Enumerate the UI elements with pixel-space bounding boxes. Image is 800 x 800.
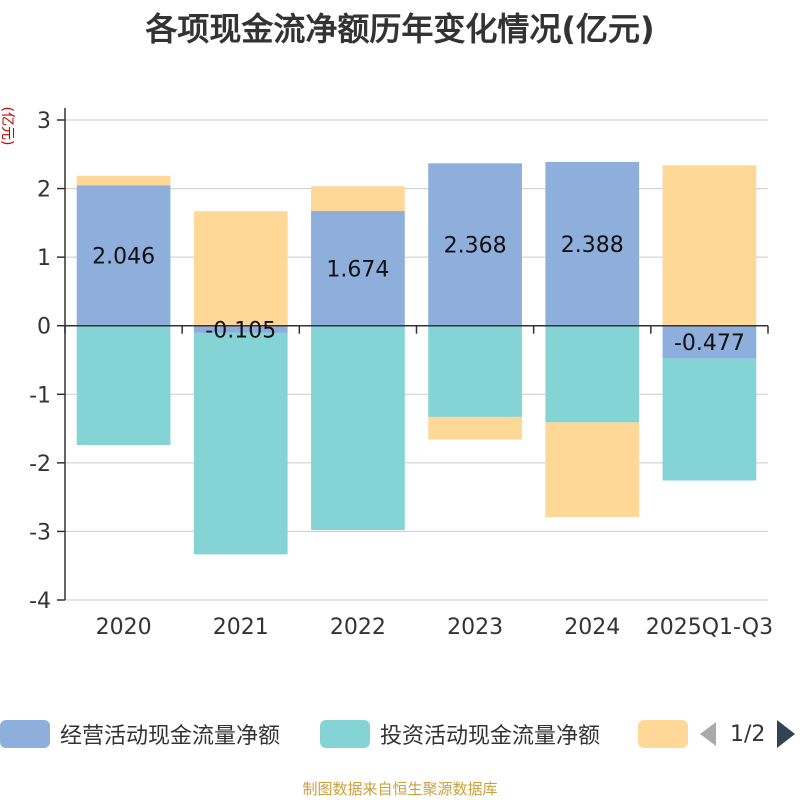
y-tick-label: 3	[37, 109, 51, 134]
bar-operating	[662, 325, 757, 359]
x-tick-label: 2024	[564, 615, 620, 640]
data-source-footer: 制图数据来自恒生聚源数据库	[302, 780, 498, 798]
bar-financing	[193, 211, 288, 326]
bar-operating	[545, 161, 640, 326]
y-tick-label: 1	[37, 246, 51, 271]
y-tick-label: -4	[29, 589, 51, 614]
data-label: 2.388	[561, 233, 624, 258]
data-label: -0.477	[674, 331, 745, 356]
y-tick-label: -3	[29, 520, 51, 545]
bar-operating	[311, 210, 405, 326]
bar-financing	[76, 175, 171, 186]
bar-financing	[428, 416, 522, 440]
y-tick-label: -1	[29, 383, 51, 408]
bar-chart: 3 2 1 0 -1 -2 -3 -4 2020 2021 2022 2023 2024 2025Q1-Q…	[29, 108, 773, 640]
x-tick-label: 2020	[96, 615, 152, 640]
bar-financing	[311, 186, 405, 211]
bar-investing	[662, 358, 757, 481]
legend-label-investing: 投资活动现金流量净额	[380, 724, 601, 749]
legend-item-investing[interactable]: 投资活动现金流量净额	[320, 714, 600, 754]
legend: 经营活动现金流量净额 投资活动现金流量净额	[0, 714, 800, 754]
bar-operating	[76, 185, 171, 326]
bar-operating	[193, 325, 288, 333]
x-tick-label: 2025Q1-Q3	[646, 615, 773, 640]
pager-prev-icon[interactable]	[700, 722, 716, 746]
bar-investing	[311, 325, 405, 531]
legend-label-operating: 经营活动现金流量净额	[60, 724, 281, 749]
bar-investing	[193, 332, 288, 555]
bar-operating	[428, 163, 522, 326]
bar-investing	[76, 325, 171, 446]
data-label: 2.368	[444, 234, 507, 259]
y-tick-label: 2	[37, 178, 51, 203]
bar-financing	[545, 422, 640, 518]
y-tick-label: 0	[37, 315, 51, 340]
legend-pager: 1/2	[700, 714, 796, 754]
x-tick-label: 2022	[330, 615, 386, 640]
bar-investing	[428, 325, 522, 417]
data-label: 2.046	[92, 245, 155, 270]
data-label: -0.105	[205, 318, 276, 343]
data-label: 1.674	[326, 257, 389, 282]
bar-investing	[545, 325, 640, 423]
legend-swatch-financing	[638, 720, 688, 748]
pager-page-number: 1/2	[730, 721, 766, 747]
pager-next-icon[interactable]	[777, 720, 796, 748]
legend-swatch-investing	[320, 720, 370, 748]
x-tick-label: 2021	[213, 615, 269, 640]
chart-title: 各项现金流净额历年变化情况(亿元)	[145, 10, 655, 48]
x-tick-label: 2023	[447, 615, 503, 640]
legend-item-financing[interactable]	[638, 714, 688, 754]
bar-financing	[662, 165, 757, 326]
y-tick-label: -2	[29, 452, 51, 477]
legend-swatch-operating	[0, 720, 50, 748]
legend-item-operating[interactable]: 经营活动现金流量净额	[0, 714, 280, 754]
